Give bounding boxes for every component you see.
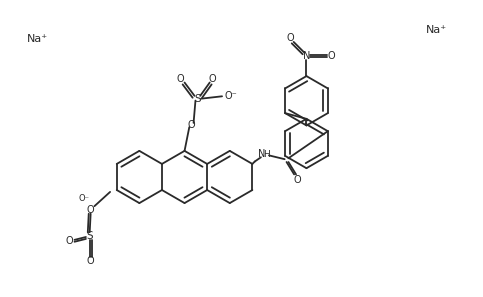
Text: S: S	[86, 231, 93, 241]
Text: Na⁺: Na⁺	[426, 25, 447, 35]
Text: N: N	[258, 149, 266, 159]
Text: O: O	[209, 74, 216, 84]
Text: O: O	[327, 51, 335, 61]
Text: O⁻: O⁻	[78, 194, 89, 203]
Text: Na⁺: Na⁺	[27, 34, 48, 44]
Text: O: O	[177, 74, 185, 84]
Text: O: O	[286, 33, 294, 43]
Text: O: O	[87, 205, 95, 215]
Text: N: N	[303, 51, 310, 61]
Text: O: O	[66, 236, 73, 246]
Text: O⁻: O⁻	[225, 91, 238, 101]
Text: O: O	[293, 175, 301, 185]
Text: H: H	[263, 150, 270, 159]
Text: S: S	[194, 94, 200, 104]
Text: O: O	[87, 256, 95, 266]
Text: O: O	[188, 120, 196, 130]
